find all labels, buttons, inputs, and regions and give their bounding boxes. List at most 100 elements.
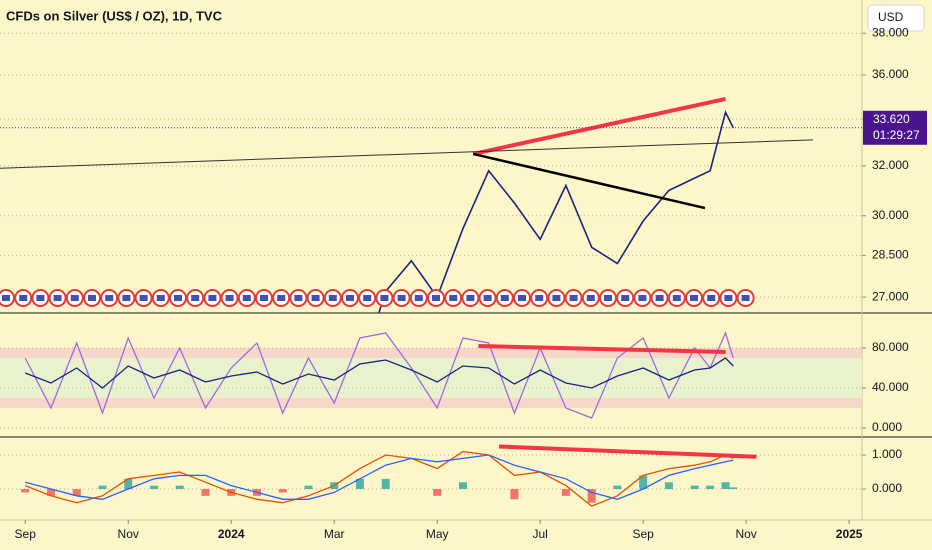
histogram-bar xyxy=(639,475,648,490)
event-flag-icon xyxy=(191,295,200,301)
event-flag-icon xyxy=(672,295,681,301)
last-price-label: 33.620 xyxy=(873,112,910,126)
event-flag-icon xyxy=(466,295,475,301)
trend-line xyxy=(0,139,814,169)
histogram-bar xyxy=(690,485,699,490)
histogram-bar xyxy=(201,489,210,496)
histogram-bar xyxy=(587,489,596,503)
time-axis xyxy=(0,520,932,550)
indicator-line xyxy=(25,454,734,500)
event-flag-icon xyxy=(277,295,286,301)
y-tick-label: 0.000 xyxy=(872,420,902,434)
panel xyxy=(0,32,862,313)
event-flag-icon xyxy=(242,295,251,301)
x-tick-label: May xyxy=(426,527,449,541)
trend-line xyxy=(498,444,757,459)
event-flag-icon xyxy=(122,295,131,301)
event-flag-icon xyxy=(604,295,612,301)
event-flag-icon xyxy=(2,295,10,301)
trend-line xyxy=(472,152,706,210)
event-flag-icon xyxy=(156,295,165,301)
event-flag-icon xyxy=(208,295,217,301)
price-line xyxy=(377,110,735,313)
histogram-bar xyxy=(355,478,364,490)
band xyxy=(0,358,862,398)
histogram-bar xyxy=(729,487,738,490)
band xyxy=(0,348,862,358)
event-flag-icon xyxy=(225,295,234,301)
event-flag-icon xyxy=(690,295,698,301)
histogram-bar xyxy=(72,489,81,496)
event-flag-icon xyxy=(724,295,733,301)
indicator-line xyxy=(24,331,734,419)
histogram-bar xyxy=(304,485,313,490)
panel xyxy=(0,444,862,507)
event-flag-icon xyxy=(19,295,28,301)
x-tick-label: Nov xyxy=(735,527,756,541)
histogram-bar xyxy=(721,482,730,490)
histogram-bar xyxy=(381,478,390,490)
event-flag-icon xyxy=(346,295,354,301)
histogram-bar xyxy=(561,489,570,496)
event-flag-icon xyxy=(586,295,595,301)
y-tick-label: 32.000 xyxy=(872,158,909,172)
event-flag-icon xyxy=(70,295,79,301)
histogram-bar xyxy=(21,489,30,493)
y-tick-label: 30.000 xyxy=(872,208,909,222)
histogram-bar xyxy=(613,485,622,490)
trend-line xyxy=(472,96,726,156)
event-flag-icon xyxy=(655,295,664,301)
event-flag-icon xyxy=(174,295,182,301)
histogram-bar xyxy=(510,489,519,500)
histogram-bar xyxy=(278,489,287,493)
y-tick-label: 0.000 xyxy=(872,481,902,495)
x-tick-label: 2024 xyxy=(218,527,245,541)
x-tick-label: Sep xyxy=(632,527,654,541)
y-tick-label: 28.500 xyxy=(872,248,909,262)
x-tick-label: Nov xyxy=(118,527,139,541)
currency-button[interactable] xyxy=(867,4,925,32)
event-flag-icon xyxy=(53,295,62,301)
histogram-bar xyxy=(98,485,107,490)
y-tick-label: 80.000 xyxy=(872,340,909,354)
event-flag-icon xyxy=(621,295,630,301)
event-flag-icon xyxy=(741,295,750,301)
currency-label[interactable]: USD xyxy=(878,10,904,24)
event-flag-icon xyxy=(432,295,440,301)
x-tick-label: Jul xyxy=(532,527,547,541)
x-tick-label: Mar xyxy=(324,527,345,541)
event-flag-icon xyxy=(707,295,716,301)
y-tick-label: 36.000 xyxy=(872,67,909,81)
histogram-bar xyxy=(46,489,55,496)
histogram-bar xyxy=(664,482,673,490)
indicator-line xyxy=(24,357,734,389)
trend-line xyxy=(478,344,726,354)
event-flag-icon xyxy=(397,295,406,301)
histogram-bar xyxy=(458,482,467,490)
panel xyxy=(0,331,862,429)
event-flag-icon xyxy=(36,295,45,301)
band xyxy=(0,398,862,408)
event-flag-icon xyxy=(260,295,268,301)
event-flag-icon xyxy=(449,295,458,301)
event-flag-icon xyxy=(535,295,544,301)
y-tick-label: 27.000 xyxy=(872,289,909,303)
chart-title: CFDs on Silver (US$ / OZ), 1D, TVC xyxy=(6,8,223,23)
event-flag-icon xyxy=(483,295,492,301)
last-price-box xyxy=(863,110,927,145)
event-flag-icon xyxy=(414,295,423,301)
x-tick-label: Sep xyxy=(15,527,37,541)
histogram-bar xyxy=(124,478,133,490)
event-flag-icon xyxy=(638,295,647,301)
event-flag-icon xyxy=(569,295,578,301)
event-flag-icon xyxy=(328,295,337,301)
event-flag-icon xyxy=(88,295,96,301)
indicator-line xyxy=(24,450,734,507)
y-tick-label: 38.000 xyxy=(872,25,909,39)
event-flag-icon xyxy=(105,295,114,301)
event-flag-icon xyxy=(500,295,509,301)
event-flag-icon xyxy=(311,295,320,301)
event-flag-icon xyxy=(363,295,372,301)
event-flag-icon xyxy=(552,295,561,301)
